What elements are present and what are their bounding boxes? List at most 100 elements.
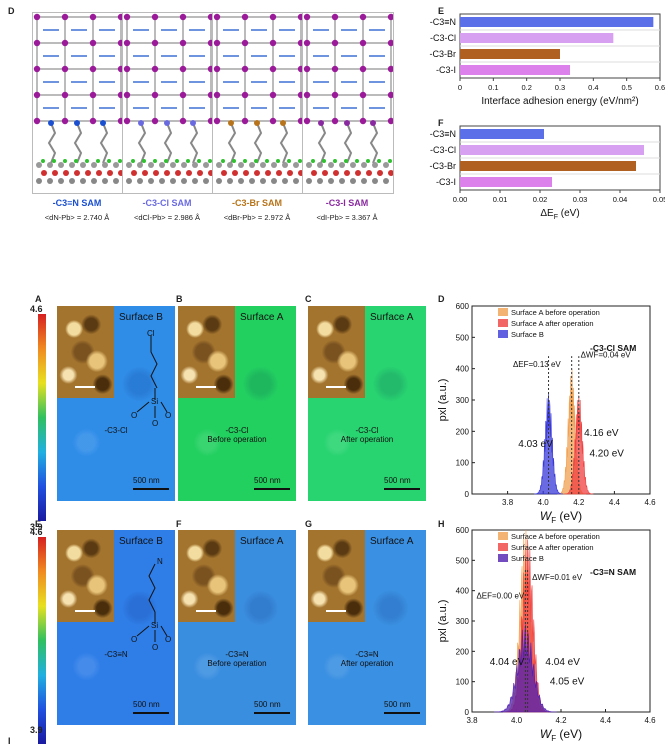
x-tick-label: 0.01 (493, 195, 508, 204)
bar-category-label: -C3≡N (430, 129, 456, 139)
molecule-formula-si: Si (151, 397, 158, 406)
bar-3 (460, 49, 560, 59)
skpm-map-2: Surface A -C3-Cl Before operation 500 nm (178, 306, 296, 501)
x-tick-label: 0.00 (453, 195, 468, 204)
y-tick-label: 100 (456, 459, 470, 468)
map-surface-title: Surface B (119, 536, 163, 547)
x-tick-label: 4.6 (644, 716, 656, 725)
molecule-caption-1: -C3≡N SAM (52, 198, 102, 208)
map-sample-label: -C3≡N Before operation (207, 650, 267, 668)
topography-inset (308, 306, 365, 398)
delta-wf-label: ΔWF=0.04 eV (581, 351, 632, 360)
x-tick-label: 0.5 (621, 83, 631, 92)
delta-ef-chart: -C3≡N -C3-Cl -C3-Br -C3-I 0.00 0.01 0.02 0.03 0.… (430, 125, 665, 221)
map-surface-title: Surface A (240, 312, 284, 323)
topography-inset (57, 530, 114, 622)
scale-bar-label: 500 nm (254, 476, 281, 485)
skpm-map-6: Surface A -C3≡N After operation 500 nm (308, 530, 426, 725)
molecule-model-4 (302, 12, 394, 194)
molecule-distance-1: <dN-Pb> = 2.740 Å (44, 213, 110, 222)
molecule-caption-2: -C3-Cl SAM (142, 198, 192, 208)
series-area-3 (493, 624, 557, 713)
topography-inset (178, 306, 235, 398)
colorbar-bottom-min: 3.9 (30, 725, 43, 735)
panel-label-c: C (305, 294, 312, 304)
bar-category-label: -C3-Br (430, 49, 457, 59)
y-tick-label: 0 (465, 490, 470, 499)
topography-inset (308, 530, 365, 622)
molecule-formula-head: N (157, 557, 163, 566)
bar-category-label: -C3-Br (430, 161, 457, 171)
topography-inset (178, 530, 235, 622)
colorbar-bottom (38, 537, 46, 744)
scale-bar (384, 712, 420, 714)
y-tick-label: 500 (456, 556, 470, 565)
scale-bar (133, 712, 169, 714)
x-tick-label: 0.3 (555, 83, 565, 92)
y-tick-label: 300 (456, 617, 470, 626)
x-tick-label: 0.05 (653, 195, 665, 204)
bar-2 (460, 33, 614, 43)
map-surface-title: Surface A (370, 536, 414, 547)
legend-entry: Surface B (511, 330, 544, 339)
map-surface-title: Surface A (240, 536, 284, 547)
panel-label-d-top: D (8, 6, 15, 16)
molecule-distance-4: <dI-Pb> = 3.367 Å (316, 213, 378, 222)
histogram-c3n: 0 100 200 300 400 500 600 3.8 4.0 4.2 4.4 4.6 pxl (a… (437, 526, 656, 742)
x-tick-label: 4.6 (644, 498, 656, 507)
molecule-caption-3: -C3-Br SAM (231, 198, 282, 208)
molecule-distance-2: <dCl-Pb> = 2.986 Å (133, 213, 201, 222)
y-axis-label: pxl (a.u.) (437, 379, 449, 422)
delta-wf-label: ΔWF=0.01 eV (532, 573, 583, 582)
colorbar-top-min: 3.9 (30, 522, 43, 532)
y-tick-label: 400 (456, 365, 470, 374)
x-tick-label: 0.03 (573, 195, 588, 204)
bar-category-label: -C3-Cl (430, 33, 456, 43)
scale-bar (254, 712, 290, 714)
molecule-formula-head: Cl (147, 329, 155, 338)
x-tick-label: 0.04 (613, 195, 628, 204)
peak-label: 4.03 eV (518, 439, 553, 450)
colorbar-top (38, 314, 46, 521)
legend-entry: Surface A after operation (511, 319, 594, 328)
molecule-model-2 (122, 12, 214, 194)
x-tick-label: 0.6 (655, 83, 665, 92)
panel-label-d: D (438, 294, 445, 304)
histogram-c3cl: 0 100 200 300 400 500 600 3.8 4.0 4.2 4.4 4.6 pxl (a… (437, 302, 656, 524)
y-tick-label: 500 (456, 333, 470, 342)
y-tick-label: 200 (456, 647, 470, 656)
scale-bar (254, 488, 290, 490)
peak-label: 4.16 eV (584, 428, 619, 439)
peak-label: 4.20 eV (589, 448, 624, 459)
molecule-formula-o: O (165, 411, 171, 420)
series-area-3 (534, 392, 564, 495)
panel-label-b: B (176, 294, 183, 304)
peak-label: 4.05 eV (550, 677, 585, 688)
x-tick-label: 0 (458, 83, 462, 92)
scale-bar-label: 500 nm (384, 476, 411, 485)
panel-label-a: A (35, 294, 42, 304)
molecule-formula-o: O (165, 635, 171, 644)
molecule-formula-o: O (131, 411, 137, 420)
delta-ef-label: ΔEF=0.00 eV (476, 591, 524, 600)
x-tick-label: 3.8 (466, 716, 478, 725)
bar-category-label: -C3-I (436, 65, 456, 75)
map-surface-title: Surface A (370, 312, 414, 323)
x-tick-label: 3.8 (502, 498, 514, 507)
x-axis-label: Interface adhesion energy (eV/nm²) (481, 96, 638, 107)
legend-entry: Surface B (511, 554, 544, 563)
topography-inset (57, 306, 114, 398)
scale-bar-label: 500 nm (384, 700, 411, 709)
x-axis-label: WF (eV) (540, 509, 582, 524)
x-axis-label: WF (eV) (540, 727, 582, 742)
y-tick-label: 200 (456, 427, 470, 436)
sam-annotation: -C3≡N SAM (590, 567, 636, 577)
adhesion-energy-chart: -C3≡N -C3-Cl -C3-Br -C3-I0 0.1 0.2 0.3 0.4 0.5 0.… (430, 13, 665, 107)
x-tick-label: 0.02 (533, 195, 548, 204)
skpm-map-3: Surface A -C3-Cl After operation 500 nm (308, 306, 426, 501)
map-sample-label: -C3≡N (104, 650, 128, 659)
x-tick-label: 4.0 (538, 498, 550, 507)
panel-label-e: E (35, 519, 42, 529)
x-tick-label: 0.1 (488, 83, 498, 92)
